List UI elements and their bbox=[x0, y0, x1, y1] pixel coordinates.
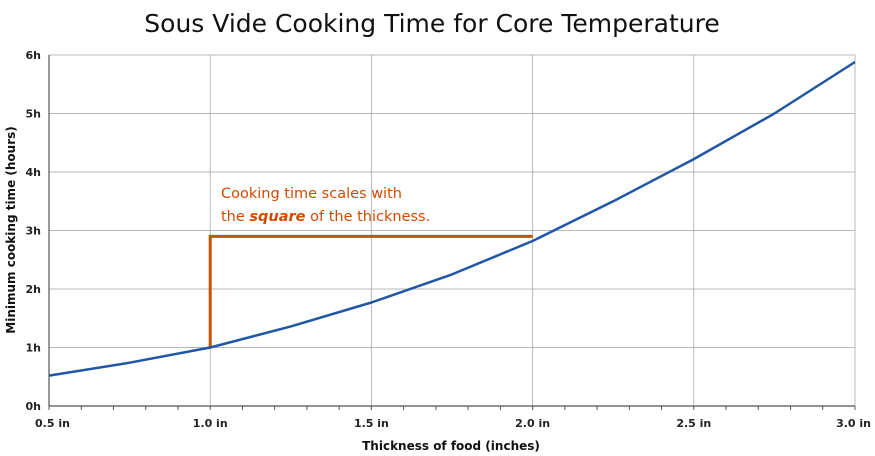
chart-title: Sous Vide Cooking Time for Core Temperat… bbox=[144, 9, 719, 38]
y-tick-label: 3h bbox=[26, 225, 42, 238]
axes bbox=[48, 55, 856, 410]
grid bbox=[49, 54, 856, 406]
series-layer bbox=[48, 60, 856, 377]
y-tick-label: 1h bbox=[26, 342, 42, 355]
y-tick-label: 5h bbox=[26, 108, 42, 121]
y-tick-label: 4h bbox=[26, 166, 42, 179]
x-tick-label: 0.5 in bbox=[35, 417, 70, 430]
x-tick-label: 1.0 in bbox=[193, 417, 228, 430]
annotation-line-2-pre: the bbox=[221, 209, 249, 225]
annotation-line-2-emphasis: square bbox=[249, 209, 305, 225]
x-tick-label: 3.0 in bbox=[836, 417, 871, 430]
series-line bbox=[48, 60, 856, 377]
y-tick-label: 0h bbox=[26, 400, 42, 413]
y-axis-label: Minimum cooking time (hours) bbox=[4, 126, 18, 333]
annotation-bracket bbox=[208, 234, 533, 348]
tick-labels: 0h 1h 2h 3h 4h 5h 6h 0.5 in 1.0 in 1.5 in 2.0 in 2.… bbox=[26, 49, 872, 430]
x-tick-label: 2.5 in bbox=[676, 417, 711, 430]
annotation-bracket-line bbox=[208, 234, 533, 348]
x-tick-label: 2.0 in bbox=[515, 417, 550, 430]
y-tick-label: 2h bbox=[26, 283, 42, 296]
annotation: Cooking time scales with the square of t… bbox=[221, 186, 430, 225]
annotation-line-1: Cooking time scales with bbox=[221, 186, 402, 202]
x-tick-label: 1.5 in bbox=[354, 417, 389, 430]
x-axis-label: Thickness of food (inches) bbox=[362, 439, 540, 453]
annotation-line-2-post: of the thickness. bbox=[306, 209, 431, 225]
y-tick-label: 6h bbox=[26, 49, 42, 62]
annotation-line-2: the square of the thickness. bbox=[221, 209, 430, 225]
